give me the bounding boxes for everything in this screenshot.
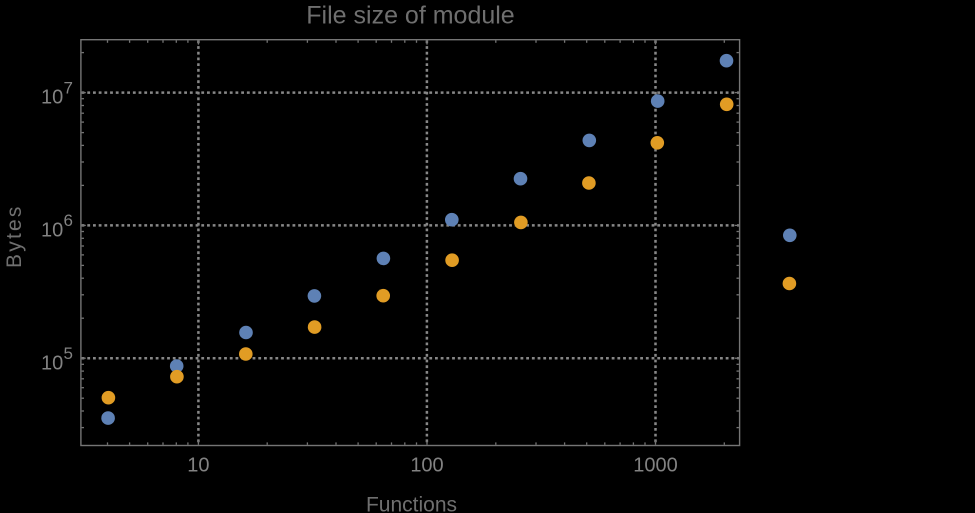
svg-text:5: 5 [64, 344, 73, 363]
svg-text:10: 10 [187, 455, 209, 477]
svg-text:Functions: Functions [366, 493, 457, 513]
svg-text:10: 10 [41, 87, 63, 109]
svg-text:6: 6 [64, 211, 73, 230]
svg-text:File size of module: File size of module [306, 2, 514, 30]
svg-text:10: 10 [41, 352, 63, 374]
svg-text:7: 7 [64, 78, 73, 97]
svg-text:1000: 1000 [633, 455, 678, 477]
svg-text:Bytes: Bytes [3, 204, 26, 268]
svg-text:10: 10 [41, 220, 63, 242]
svg-text:100: 100 [410, 455, 443, 477]
